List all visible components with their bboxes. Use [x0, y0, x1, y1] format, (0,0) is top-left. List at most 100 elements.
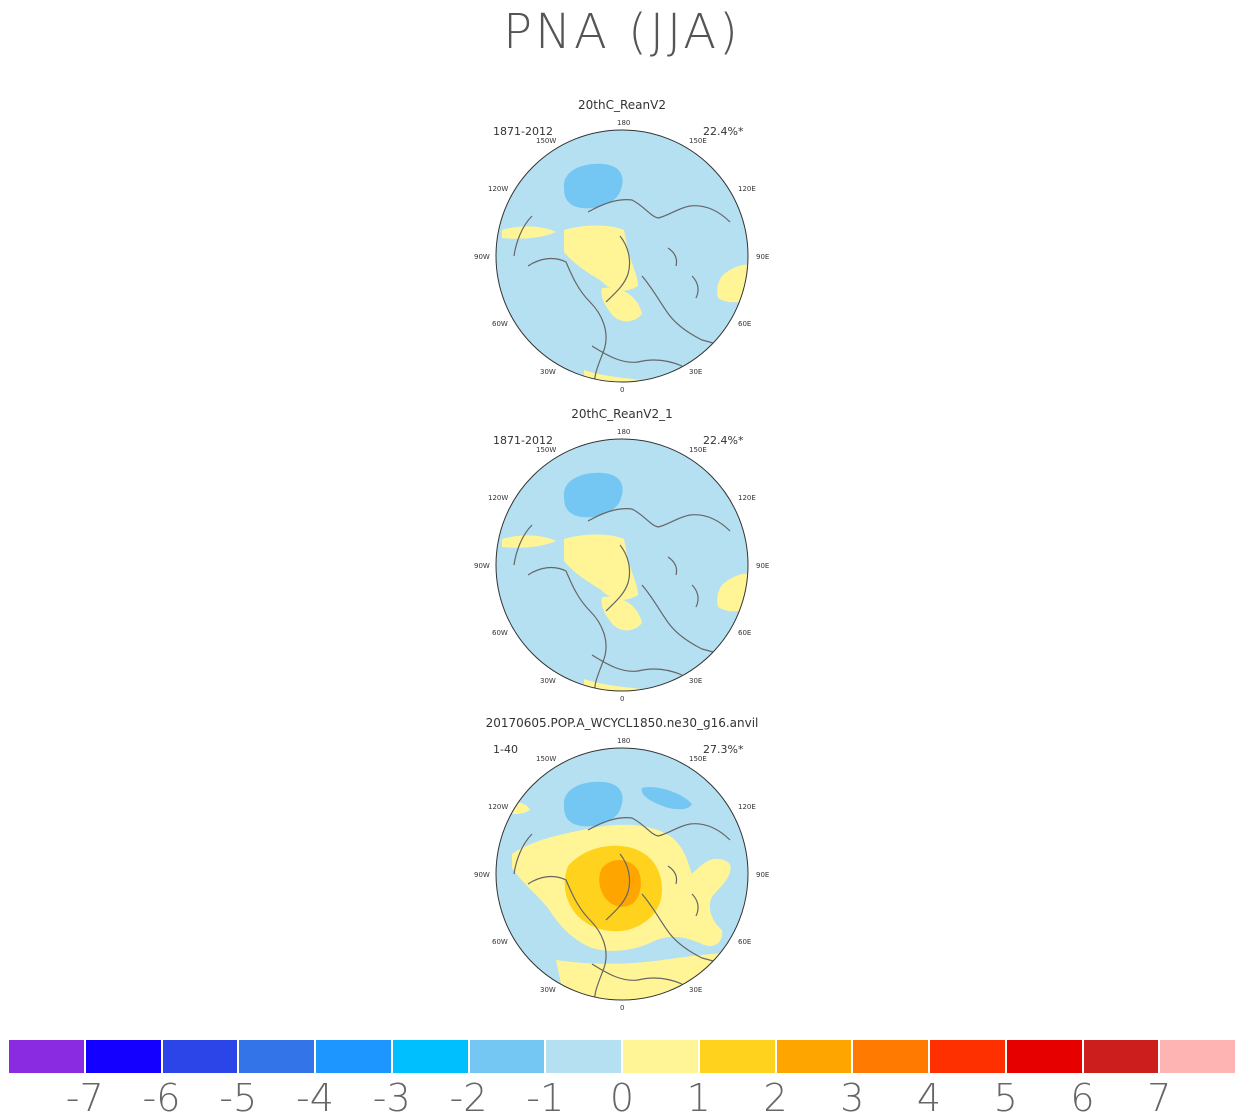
longitude-label: 30E	[689, 986, 703, 994]
longitude-label: 150W	[536, 137, 557, 145]
panel-title: 20thC_ReanV2_1	[571, 407, 673, 421]
coastline	[587, 817, 731, 841]
colorbar-tick-label: -5	[219, 1076, 258, 1120]
colorbar-swatch	[775, 1039, 853, 1074]
polar-map	[495, 438, 749, 692]
polar-map	[495, 129, 749, 383]
colorbar-labels: -7 -6 -5 -4 -3 -2 -1 0 1 2 3 4 5 6 7	[0, 1076, 1244, 1120]
colorbar-tick-label: 0	[609, 1076, 635, 1120]
anomaly-positive	[584, 370, 642, 382]
longitude-label: 120E	[738, 803, 756, 811]
anomaly-positive	[564, 225, 638, 291]
longitude-label: 60W	[492, 938, 508, 946]
colorbar-swatch	[698, 1039, 776, 1074]
longitude-label: 60E	[738, 629, 752, 637]
colorbar-tick-label: 2	[763, 1076, 788, 1120]
coastline	[691, 275, 699, 299]
anomaly-positive	[502, 535, 556, 548]
anomaly-positive-3	[599, 859, 641, 907]
longitude-label: 180	[617, 119, 631, 127]
longitude-label: 150E	[689, 755, 707, 763]
anomaly-negative	[563, 781, 623, 827]
coastline	[527, 257, 607, 382]
colorbar-swatch	[929, 1039, 1006, 1074]
colorbar-swatch	[852, 1039, 929, 1074]
longitude-label: 150W	[536, 755, 557, 763]
longitude-label: 180	[617, 737, 631, 745]
colorbar-tick-label: 4	[916, 1076, 942, 1120]
colorbar-tick-label: 1	[686, 1076, 711, 1120]
colorbar-tick-label: -4	[296, 1076, 334, 1120]
colorbar-tick-label: -7	[65, 1076, 104, 1120]
longitude-label: 120E	[738, 185, 756, 193]
panel-years: 1-40	[493, 743, 518, 756]
colorbar-swatch	[84, 1039, 162, 1074]
coastline	[591, 963, 683, 985]
coastline	[587, 508, 731, 532]
longitude-label: 30W	[540, 677, 556, 685]
longitude-label: 60W	[492, 320, 508, 328]
colorbar-swatch	[315, 1039, 392, 1074]
longitude-label: 150E	[689, 446, 707, 454]
colorbar-swatch	[622, 1039, 699, 1074]
colorbar-swatch	[468, 1039, 546, 1074]
map-panel: 20thC_ReanV2_1 1871-2012 22.4%* 180 150W 150E…	[0, 407, 1244, 707]
panel-title: 20170605.POP.A_WCYCL1850.ne30_g16.anvil	[485, 716, 759, 730]
anomaly-positive	[584, 679, 642, 691]
panel-percent: 27.3%*	[703, 743, 744, 756]
colorbar-swatch	[8, 1039, 85, 1074]
coastline	[513, 524, 533, 566]
longitude-label: 0	[620, 695, 625, 703]
longitude-label: 30E	[689, 677, 703, 685]
longitude-label: 0	[620, 1004, 625, 1012]
map-panel: 20170605.POP.A_WCYCL1850.ne30_g16.anvil 1…	[0, 716, 1244, 1016]
coastline	[667, 556, 678, 576]
colorbar-tick-label: 7	[1147, 1076, 1172, 1120]
panel-title: 20thC_ReanV2	[578, 98, 666, 112]
colorbar-swatch	[1082, 1039, 1160, 1074]
longitude-label: 60W	[492, 629, 508, 637]
longitude-label: 120W	[488, 494, 509, 502]
colorbar-tick-label: 5	[993, 1076, 1018, 1120]
colorbar-tick-label: -2	[449, 1076, 488, 1120]
colorbar-tick-label: -1	[526, 1076, 565, 1120]
colorbar-swatch	[161, 1039, 239, 1074]
map-border	[495, 438, 749, 692]
longitude-label: 90E	[756, 253, 770, 261]
longitude-label: 90E	[756, 871, 770, 879]
longitude-label: 30W	[540, 368, 556, 376]
colorbar	[8, 1039, 1236, 1074]
map-border	[495, 747, 749, 1001]
longitude-label: 30W	[540, 986, 556, 994]
coastline	[667, 865, 678, 885]
colorbar-swatch	[1159, 1039, 1236, 1074]
colorbar-tick-label: -6	[142, 1076, 181, 1120]
longitude-label: 150W	[536, 446, 557, 454]
coastline	[527, 875, 607, 1000]
coastline	[691, 893, 699, 917]
longitude-label: 90W	[474, 871, 490, 879]
coastline	[513, 215, 533, 257]
anomaly-positive	[502, 226, 556, 239]
polar-map	[495, 747, 749, 1001]
longitude-label: 90W	[474, 253, 490, 261]
coastline	[605, 853, 631, 921]
map-border	[495, 129, 749, 383]
coastline	[527, 566, 607, 691]
longitude-label: 60E	[738, 320, 752, 328]
longitude-label: 120W	[488, 185, 509, 193]
coastline	[587, 199, 731, 223]
figure-title: PNA (JJA)	[503, 4, 741, 60]
colorbar-tick-label: -3	[372, 1076, 411, 1120]
map-panel: 20thC_ReanV2 1871-2012 22.4%* 180 150W 150E 12…	[0, 98, 1244, 398]
coastline	[691, 584, 699, 608]
colorbar-tick-label: 3	[840, 1076, 865, 1120]
colorbar-swatch	[391, 1039, 469, 1074]
anomaly-negative	[641, 786, 692, 810]
panel-percent: 22.4%*	[703, 125, 744, 138]
panel-years: 1871-2012	[493, 434, 553, 447]
longitude-label: 90W	[474, 562, 490, 570]
anomaly-negative	[563, 472, 623, 518]
colorbar-swatch	[1005, 1039, 1083, 1074]
anomaly-positive	[564, 534, 638, 600]
